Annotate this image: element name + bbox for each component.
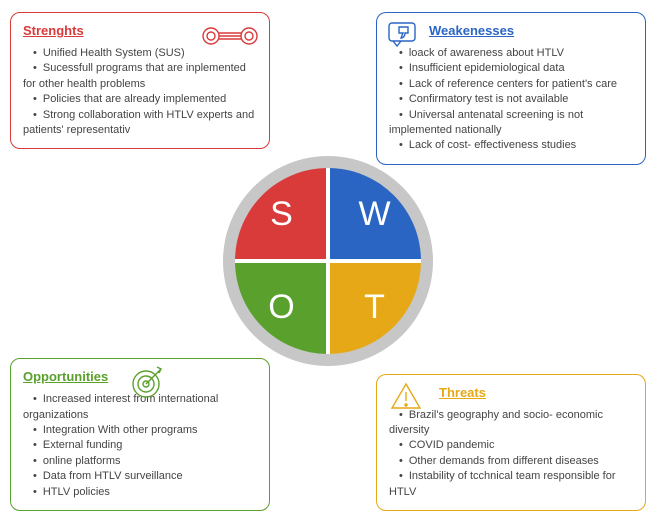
list-item: Policies that are already implemented [23, 92, 257, 107]
letter-o: O [268, 288, 294, 327]
strengths-panel: Strenghts Unified Health System (SUS) Su… [10, 12, 270, 149]
weaknesses-title: Weakenesses [429, 23, 633, 38]
list-item: online platforms [23, 454, 257, 469]
list-item: External funding [23, 438, 257, 453]
swot-circle: S W O T [223, 156, 433, 366]
quadrant-o: O [235, 261, 328, 354]
list-item: Strong collaboration with HTLV experts a… [23, 108, 257, 139]
list-item: Other demands from different diseases [389, 454, 633, 469]
weaknesses-list: loack of awareness about HTLV Insufficie… [389, 46, 633, 154]
list-item: loack of awareness about HTLV [389, 46, 633, 61]
quadrant-s: S [235, 168, 328, 261]
weaknesses-panel: Weakenesses loack of awareness about HTL… [376, 12, 646, 165]
list-item: HTLV policies [23, 485, 257, 500]
list-item: Data from HTLV surveillance [23, 469, 257, 484]
threats-list: Brazil's geography and socio- economic d… [389, 408, 633, 500]
list-item: Integration With other programs [23, 423, 257, 438]
list-item: Sucessfull programs that are inplemented… [23, 61, 257, 92]
threats-panel: Threats Brazil's geography and socio- ec… [376, 374, 646, 511]
list-item: Universal antenatal screening is not imp… [389, 108, 633, 139]
threats-title: Threats [439, 385, 633, 400]
list-item: Lack of cost- effectiveness studies [389, 138, 633, 153]
list-item: Insufficient epidemiological data [389, 61, 633, 76]
dumbbell-icon [201, 21, 259, 51]
quadrant-w: W [328, 168, 421, 261]
letter-w: W [358, 195, 390, 234]
opportunities-panel: Opportunities Increased interest from in… [10, 358, 270, 511]
list-item: Instability of tcchnical team responsibl… [389, 469, 633, 500]
strengths-list: Unified Health System (SUS) Sucessfull p… [23, 46, 257, 138]
target-icon [131, 365, 165, 399]
divider-horizontal [235, 259, 421, 263]
list-item: Lack of reference centers for patient's … [389, 77, 633, 92]
quadrant-t: T [328, 261, 421, 354]
letter-s: S [270, 195, 293, 234]
letter-t: T [364, 288, 385, 327]
list-item: COVID pandemic [389, 438, 633, 453]
warning-icon [389, 381, 423, 411]
thumbs-down-icon [387, 21, 417, 47]
list-item: Brazil's geography and socio- economic d… [389, 408, 633, 439]
list-item: Confirmatory test is not available [389, 92, 633, 107]
opportunities-list: Increased interest from international or… [23, 392, 257, 500]
